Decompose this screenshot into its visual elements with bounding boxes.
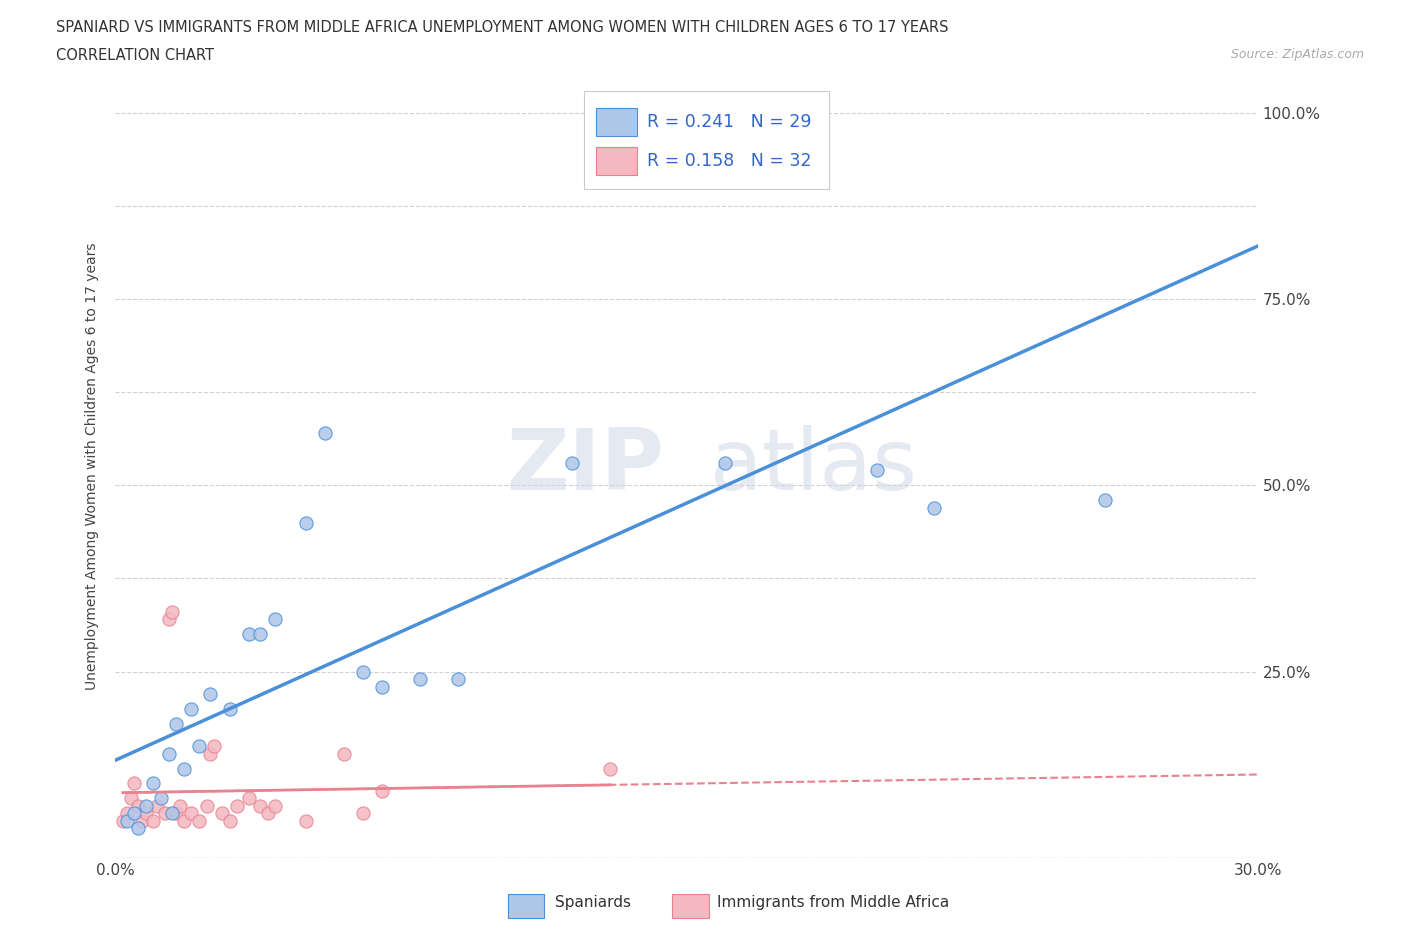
- Point: [447, 671, 470, 686]
- Point: [162, 604, 184, 619]
- Point: [173, 813, 195, 828]
- Point: [195, 798, 218, 813]
- Text: Source: ZipAtlas.com: Source: ZipAtlas.com: [1230, 48, 1364, 61]
- Point: [238, 790, 260, 805]
- Point: [409, 671, 432, 686]
- Point: [866, 463, 889, 478]
- Point: [294, 813, 316, 828]
- Point: [808, 105, 831, 120]
- Text: atlas: atlas: [710, 425, 917, 508]
- Point: [115, 813, 138, 828]
- Point: [165, 805, 187, 820]
- Point: [146, 798, 169, 813]
- Text: CORRELATION CHART: CORRELATION CHART: [56, 48, 214, 63]
- Point: [599, 761, 621, 776]
- Point: [162, 805, 184, 820]
- Point: [124, 805, 146, 820]
- Point: [249, 798, 271, 813]
- Point: [249, 627, 271, 642]
- Point: [561, 456, 583, 471]
- Point: [294, 515, 316, 530]
- Point: [180, 701, 202, 716]
- Point: [165, 716, 187, 731]
- Text: ZIP: ZIP: [506, 425, 664, 508]
- Point: [169, 798, 191, 813]
- Point: [127, 820, 149, 835]
- Point: [188, 738, 211, 753]
- Text: SPANIARD VS IMMIGRANTS FROM MIDDLE AFRICA UNEMPLOYMENT AMONG WOMEN WITH CHILDREN: SPANIARD VS IMMIGRANTS FROM MIDDLE AFRIC…: [56, 20, 949, 35]
- Point: [111, 813, 134, 828]
- Point: [256, 805, 278, 820]
- Point: [202, 738, 225, 753]
- Point: [120, 790, 142, 805]
- Point: [135, 798, 157, 813]
- Point: [211, 805, 233, 820]
- Text: R = 0.158   N = 32: R = 0.158 N = 32: [647, 152, 811, 170]
- Point: [226, 798, 249, 813]
- Point: [333, 746, 356, 761]
- Point: [153, 805, 176, 820]
- Point: [200, 746, 222, 761]
- Text: R = 0.241   N = 29: R = 0.241 N = 29: [647, 113, 811, 130]
- FancyBboxPatch shape: [583, 91, 830, 189]
- Text: Immigrants from Middle Africa: Immigrants from Middle Africa: [717, 895, 949, 910]
- Text: Spaniards: Spaniards: [555, 895, 631, 910]
- Point: [218, 701, 240, 716]
- Point: [314, 426, 336, 441]
- Point: [115, 805, 138, 820]
- Point: [127, 798, 149, 813]
- Point: [135, 805, 157, 820]
- FancyBboxPatch shape: [596, 108, 637, 136]
- Point: [922, 500, 945, 515]
- Point: [200, 686, 222, 701]
- Point: [149, 790, 172, 805]
- Point: [264, 612, 287, 627]
- Point: [713, 456, 735, 471]
- Point: [1094, 493, 1116, 508]
- Point: [352, 805, 374, 820]
- Point: [264, 798, 287, 813]
- Point: [218, 813, 240, 828]
- Point: [238, 627, 260, 642]
- Point: [142, 813, 165, 828]
- Point: [124, 776, 146, 790]
- Point: [157, 746, 180, 761]
- Point: [142, 776, 165, 790]
- Point: [173, 761, 195, 776]
- Point: [188, 813, 211, 828]
- Y-axis label: Unemployment Among Women with Children Ages 6 to 17 years: Unemployment Among Women with Children A…: [86, 243, 100, 690]
- Point: [371, 783, 394, 798]
- Point: [371, 679, 394, 694]
- Point: [352, 664, 374, 679]
- Point: [180, 805, 202, 820]
- Point: [157, 612, 180, 627]
- Point: [131, 813, 153, 828]
- FancyBboxPatch shape: [596, 147, 637, 175]
